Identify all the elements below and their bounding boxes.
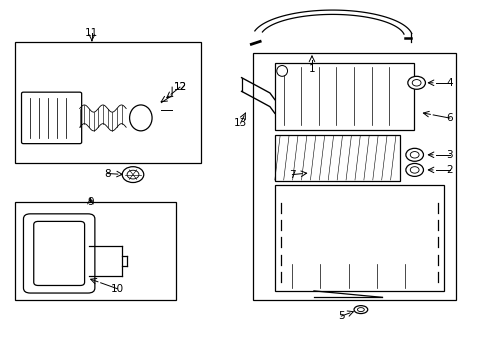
Text: 2: 2	[446, 165, 452, 175]
Ellipse shape	[353, 306, 367, 314]
Bar	[15, 42, 201, 163]
Text: 11: 11	[85, 28, 99, 38]
Bar	[274, 185, 443, 291]
Text: 13: 13	[233, 118, 247, 128]
Circle shape	[122, 167, 143, 183]
Text: 3: 3	[446, 150, 452, 160]
Ellipse shape	[129, 105, 152, 131]
Ellipse shape	[357, 307, 364, 311]
Circle shape	[409, 167, 418, 173]
FancyBboxPatch shape	[23, 214, 95, 293]
Circle shape	[407, 76, 425, 89]
Circle shape	[127, 170, 139, 179]
Text: 12: 12	[173, 82, 186, 92]
FancyBboxPatch shape	[34, 221, 84, 285]
Bar	[253, 53, 455, 300]
Circle shape	[405, 148, 423, 161]
Bar	[15, 202, 176, 300]
Bar	[274, 135, 399, 181]
FancyBboxPatch shape	[21, 92, 81, 144]
Ellipse shape	[276, 66, 287, 76]
Text: 7: 7	[288, 170, 295, 180]
Text: 12: 12	[173, 82, 186, 92]
Bar	[274, 63, 413, 130]
Text: 6: 6	[446, 113, 452, 123]
Text: 5: 5	[337, 311, 344, 321]
Text: 9: 9	[87, 197, 94, 207]
Text: 4: 4	[446, 78, 452, 88]
Text: 10: 10	[111, 284, 123, 294]
Ellipse shape	[133, 109, 148, 127]
Text: 1: 1	[308, 64, 315, 74]
Circle shape	[411, 80, 420, 86]
Circle shape	[405, 163, 423, 176]
Circle shape	[409, 152, 418, 158]
Text: 8: 8	[104, 168, 111, 179]
